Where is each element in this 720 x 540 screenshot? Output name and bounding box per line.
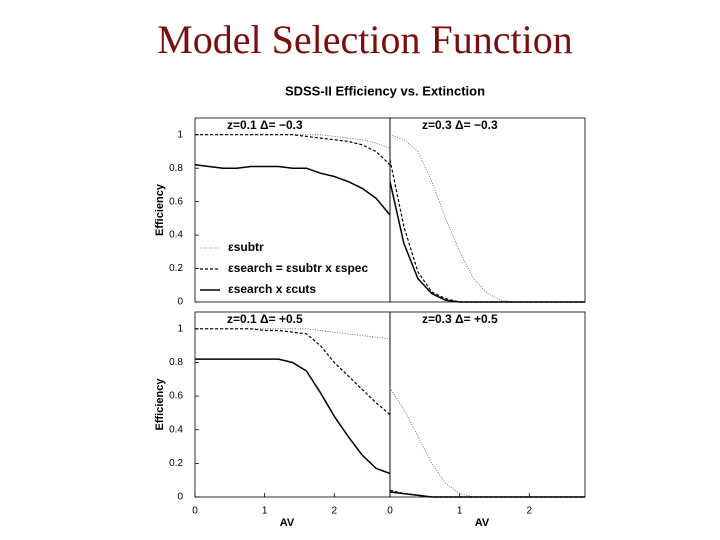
- series-line: [389, 387, 585, 498]
- series-line: [195, 328, 391, 416]
- series-line: [195, 134, 391, 166]
- x-tick-label: 0: [192, 506, 198, 517]
- legend-label: εsearch = εsubtr x εspec: [228, 261, 368, 275]
- y-tick-label: 0.8: [169, 163, 183, 174]
- y-tick-label: 1: [177, 323, 183, 334]
- y-tick-label: 0.6: [169, 196, 183, 207]
- x-tick-label: 2: [332, 506, 338, 517]
- annotation: z=0.3 Δ= −0.3: [422, 118, 498, 132]
- x-tick-label: 0: [387, 506, 393, 517]
- x-tick-label: 1: [457, 506, 463, 517]
- plot-frame: [389, 117, 586, 303]
- y-tick-label: 1: [177, 129, 183, 140]
- y-tick-label: 0: [177, 297, 183, 308]
- y-tick-label: 0.8: [169, 357, 183, 368]
- plot-frame: [389, 311, 586, 498]
- annotation: z=0.1 Δ= +0.5: [227, 312, 303, 326]
- y-tick-label: 0.4: [169, 230, 183, 241]
- legend-label: εsearch x εcuts: [228, 282, 316, 296]
- y-tick-label: 0.4: [169, 424, 183, 435]
- plot-frame: [194, 311, 391, 498]
- annotation: z=0.3 Δ= +0.5: [422, 312, 498, 326]
- y-tick-label: 0.2: [169, 263, 183, 274]
- x-tick-label: 1: [262, 506, 268, 517]
- series-line: [195, 358, 391, 475]
- legend-label: εsubtr: [228, 240, 264, 254]
- x-axis-label: AV: [475, 517, 490, 529]
- y-axis-label: Efficiency: [154, 378, 166, 431]
- series-line: [389, 181, 585, 303]
- annotation: z=0.1 Δ= −0.3: [227, 118, 303, 132]
- y-axis-label: Efficiency: [154, 183, 166, 236]
- y-tick-label: 0: [177, 492, 183, 503]
- y-tick-label: 0.6: [169, 391, 183, 402]
- slide-title: Model Selection Function: [157, 17, 573, 62]
- x-axis-label: AV: [280, 517, 295, 529]
- series-line: [195, 134, 391, 149]
- series-line: [195, 328, 391, 340]
- series-line: [389, 491, 585, 498]
- y-tick-label: 0.2: [169, 458, 183, 469]
- x-tick-label: 2: [527, 506, 533, 517]
- series-line: [389, 134, 585, 303]
- series-line: [194, 164, 391, 216]
- figure-title: SDSS-II Efficiency vs. Extinction: [285, 83, 485, 98]
